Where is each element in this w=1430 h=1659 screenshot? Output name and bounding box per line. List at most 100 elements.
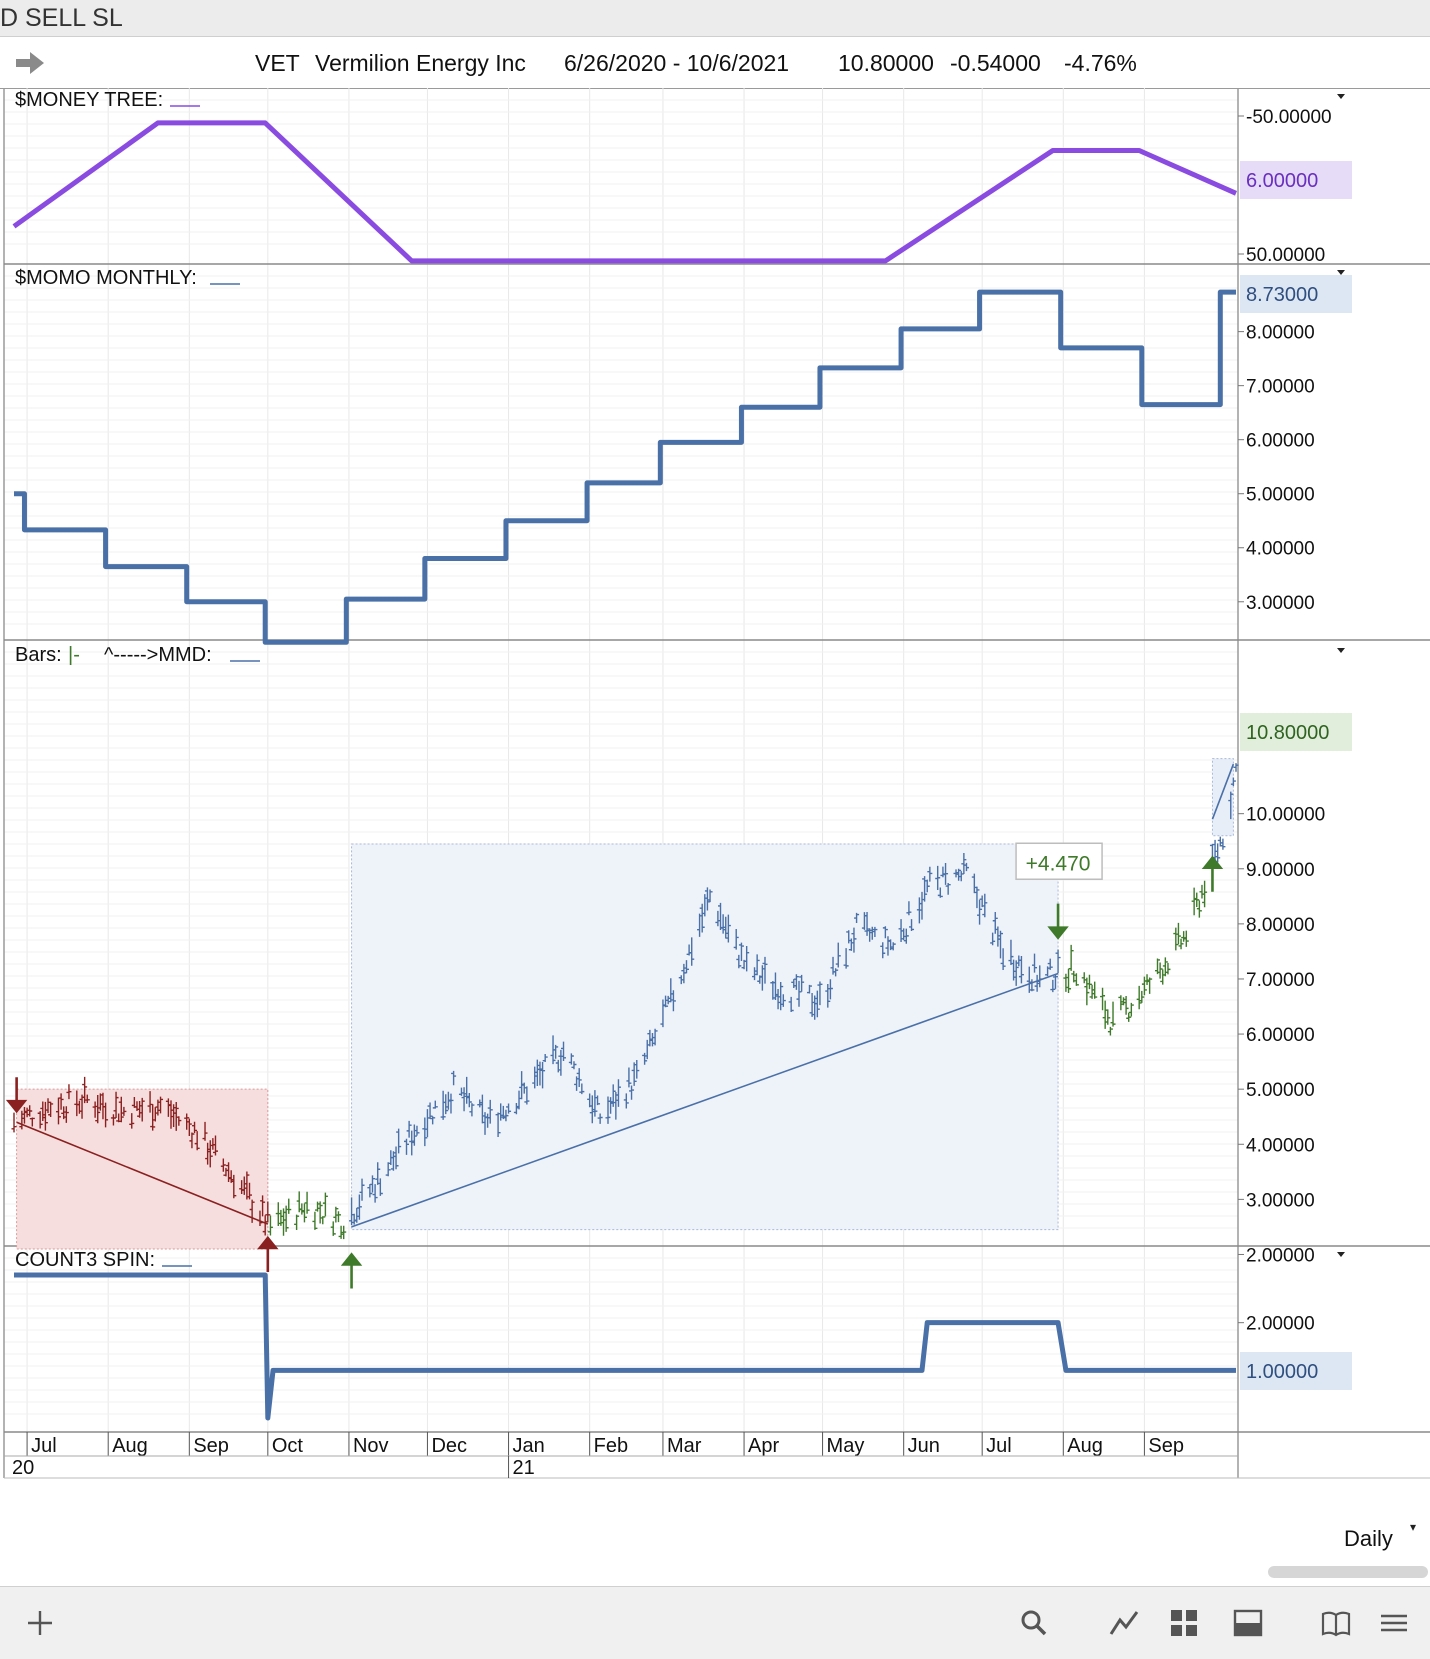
ohlc-bar (1178, 938, 1184, 950)
ohlc-bar (744, 946, 750, 972)
ohlc-bar (1068, 944, 1074, 971)
ohlc-bar (440, 1090, 446, 1120)
trade-result-label: +4.470 (1026, 852, 1091, 875)
ohlc-bar (341, 1225, 347, 1240)
ohlc-bar (827, 979, 833, 1000)
axis-tick-label: 3.00000 (1246, 593, 1315, 614)
ohlc-bar (299, 1203, 305, 1215)
ohlc-bar (1032, 953, 1038, 973)
current-momo: 8.73000 (1246, 284, 1318, 306)
date-range: 6/26/2020 - 10/6/2021 (564, 50, 790, 76)
label-layer: $MONEY TREE: $MOMO MONTHLY: Bars: |- ^----->… (4, 89, 1352, 1479)
axis-tick-label: 9.00000 (1246, 860, 1315, 881)
ohlc-bar (487, 1099, 493, 1124)
window-titlebar: D SELL SL (0, 0, 1430, 37)
ohlc-bar (369, 1175, 375, 1193)
current-bar-price-bg (1240, 713, 1352, 751)
ohlc-bar (29, 1117, 35, 1127)
ohlc-bar (736, 954, 742, 969)
ohlc-bar (1175, 922, 1181, 945)
ohlc-bar (550, 1035, 556, 1065)
short-trend-line (16, 1121, 269, 1225)
ohlc-bar (1196, 900, 1202, 918)
ohlc-bar (843, 948, 849, 969)
ohlc-bar (1220, 838, 1226, 850)
panel-label-money-tree: $MONEY TREE: (15, 89, 163, 111)
menu-icon[interactable] (1378, 1607, 1410, 1639)
ohlc-bar (629, 1085, 635, 1100)
x-axis-month-label: Sep (193, 1435, 229, 1457)
x-axis-month-label: Apr (748, 1435, 779, 1457)
ohlc-bar (265, 1201, 271, 1223)
ohlc-bar (825, 983, 831, 1008)
ohlc-bar (113, 1091, 119, 1119)
ohlc-bar (974, 886, 980, 909)
ohlc-bar (851, 927, 857, 953)
ohlc-bar (652, 1028, 658, 1046)
ohlc-bar (1183, 930, 1189, 947)
series-count3 (14, 1272, 1236, 1421)
ohlc-bar (312, 1211, 318, 1230)
ohlc-bar (139, 1097, 145, 1122)
ohlc-bar (249, 1199, 255, 1223)
ohlc-bar (330, 1221, 336, 1236)
ohlc-bar (1139, 990, 1145, 1003)
open-trend-line (1211, 763, 1235, 820)
axis-tick-label: 5.00000 (1246, 485, 1315, 506)
ohlc-bar (377, 1178, 383, 1196)
ohlc-bar (634, 1060, 640, 1079)
ohlc-bar (1126, 1012, 1132, 1022)
ohlc-bar (922, 876, 928, 902)
ohlc-bar (689, 937, 695, 966)
book-icon[interactable] (1320, 1607, 1352, 1639)
ohlc-bar (595, 1095, 601, 1106)
ohlc-bar (1165, 962, 1171, 975)
ohlc-bar (1123, 996, 1129, 1015)
ohlc-bar (150, 1104, 156, 1131)
ohlc-bar (992, 911, 998, 934)
ohlc-bar (738, 942, 744, 962)
ohlc-bar (121, 1106, 127, 1116)
sell-signal-arrow (5, 1077, 28, 1114)
chart-area[interactable]: $MONEY TREE: $MOMO MONTHLY: Bars: |- ^----->… (0, 0, 1430, 1586)
arrow-right-icon[interactable] (16, 52, 44, 74)
ohlc-bar (503, 1109, 509, 1122)
ohlc-bar (835, 942, 841, 968)
ohlc-bar (58, 1093, 64, 1110)
add-icon[interactable] (24, 1607, 56, 1639)
line-chart-icon[interactable] (1108, 1607, 1140, 1639)
ohlc-bar (762, 956, 768, 984)
ohlc-bar (1215, 843, 1221, 863)
axis-tick-label: 4.00000 (1246, 1135, 1315, 1156)
ohlc-bar (55, 1097, 61, 1125)
axis-tick-label: 6.00000 (1246, 431, 1315, 452)
x-axis-month-label: Feb (594, 1435, 628, 1457)
ohlc-bar (806, 984, 812, 994)
ohlc-bar (542, 1053, 548, 1063)
ohlc-bar (982, 893, 988, 918)
ohlc-bar (725, 914, 731, 943)
search-icon[interactable] (1018, 1607, 1050, 1639)
ohlc-bar (568, 1053, 574, 1065)
ohlc-bar (935, 865, 941, 891)
ohlc-bar (118, 1096, 124, 1123)
horizontal-scrollbar[interactable] (1268, 1566, 1428, 1578)
ohlc-bar (286, 1198, 292, 1214)
ohlc-bar (1029, 979, 1035, 992)
ohlc-bar (186, 1118, 192, 1136)
ohlc-bar (1107, 1026, 1113, 1036)
ohlc-bar (1073, 973, 1079, 986)
ohlc-bar (66, 1084, 72, 1100)
ohlc-bar (1081, 972, 1087, 984)
period-dropdown-icon[interactable]: ▾ (1410, 1520, 1417, 1534)
grid-layout-icon[interactable] (1168, 1607, 1200, 1639)
ohlc-bar (322, 1192, 328, 1217)
period-label[interactable]: Daily (1344, 1526, 1393, 1551)
ohlc-bar (247, 1182, 253, 1200)
panel-dropdown-icon (1337, 94, 1345, 99)
panel-label-bars-prefix: Bars: (15, 644, 62, 666)
ohlc-bar (1118, 995, 1124, 1011)
ohlc-bar (1155, 958, 1160, 975)
ohlc-bar (48, 1101, 54, 1118)
panel-layout-icon[interactable] (1232, 1607, 1264, 1639)
